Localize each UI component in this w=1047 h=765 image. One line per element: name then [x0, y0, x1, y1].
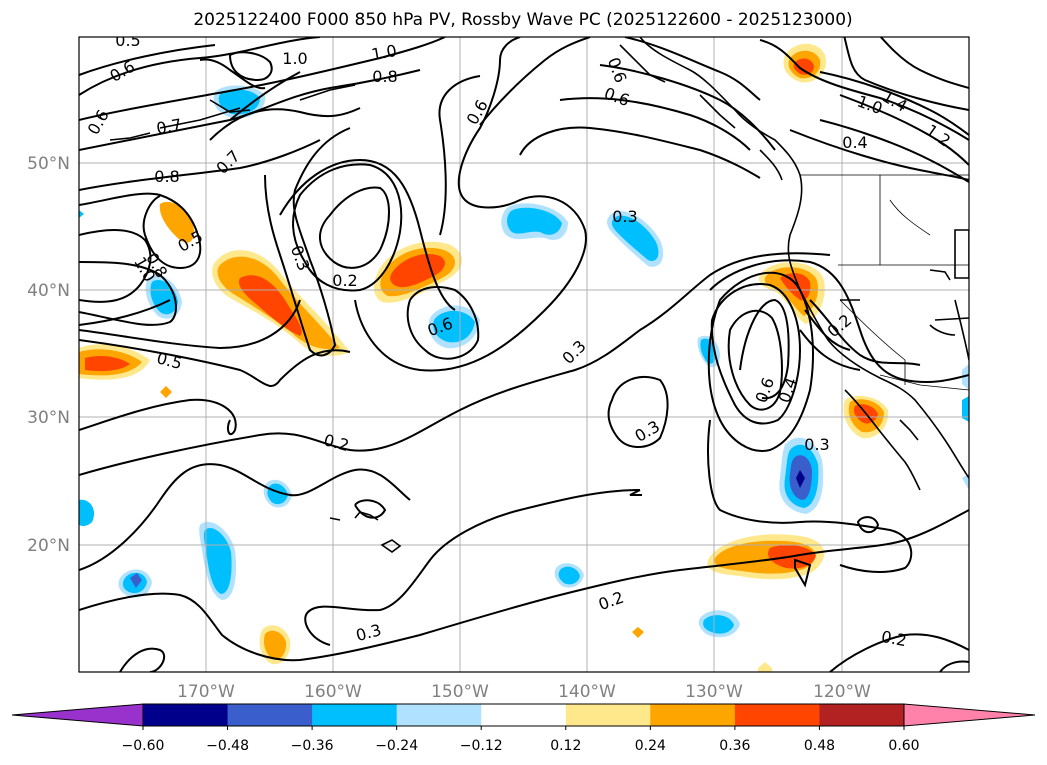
lon-tick: 130°W — [685, 682, 743, 702]
colorbar-segment — [819, 704, 905, 726]
lon-tick: 160°W — [304, 682, 362, 702]
contour-label: 0.3 — [804, 435, 829, 454]
contour-label: 1.0 — [370, 41, 398, 64]
lon-tick: 140°W — [558, 682, 616, 702]
negative-anomaly-135w — [607, 211, 664, 267]
longitude-labels: 170°W 160°W 150°W 140°W 130°W 120°W — [177, 682, 871, 702]
colorbar-tick-label: −0.24 — [375, 738, 418, 754]
colorbar-tick-label: 0.48 — [804, 738, 835, 754]
colorbar-tick-label: 0.24 — [635, 738, 666, 754]
lon-tick: 170°W — [177, 682, 235, 702]
colorbar-tick-label: 0.36 — [719, 738, 750, 754]
lat-tick: 40°N — [27, 281, 70, 301]
colorbar-segment — [565, 704, 651, 726]
contour-label: 0.4 — [842, 133, 867, 152]
pv-contour-lines — [79, 37, 969, 672]
latitude-labels: 50°N 40°N 30°N 20°N — [27, 154, 70, 556]
colorbar-tick-label: −0.12 — [460, 738, 503, 754]
lon-tick: 150°W — [431, 682, 489, 702]
map-panel: 0.5 0.6 1.0 1.0 0.8 0.6 0.7 0.8 0.7 0.6 … — [79, 31, 969, 672]
lon-tick: 120°W — [813, 682, 871, 702]
colorbar-segment — [481, 704, 567, 726]
contour-label: 0.7 — [155, 115, 183, 138]
contour-label: 0.2 — [332, 271, 357, 290]
colorbar-frame — [142, 703, 905, 727]
lat-tick: 20°N — [27, 536, 70, 556]
contour-label: 0.5 — [115, 31, 140, 50]
colorbar-segment — [227, 704, 313, 726]
contour-label: 0.3 — [612, 207, 637, 226]
positive-anomaly-180 — [79, 344, 150, 380]
negative-anomaly-misc — [79, 210, 969, 638]
pv-anomaly-fills — [79, 43, 969, 672]
colorbar-segment — [734, 704, 820, 726]
negative-anomaly-150w — [428, 305, 480, 349]
coastlines-borders — [109, 37, 969, 553]
negative-anomaly-145w — [501, 203, 568, 241]
colorbar-segment — [143, 704, 229, 726]
negative-anomaly-123w — [779, 437, 824, 514]
positive-anomaly-small-nw — [159, 201, 195, 243]
map-title: 2025122400 F000 850 hPa PV, Rossby Wave … — [193, 10, 852, 30]
colorbar-tick-label: −0.60 — [122, 738, 165, 754]
colorbar-tick-label: −0.36 — [291, 738, 334, 754]
contour-label: 0.2 — [880, 627, 908, 650]
lat-tick: 50°N — [27, 154, 70, 174]
map-frame — [78, 36, 970, 673]
colorbar-extend-low — [11, 703, 144, 727]
positive-anomaly-alaska-coast — [783, 43, 826, 83]
lat-tick: 30°N — [27, 408, 70, 428]
positive-anomaly-150w — [373, 241, 463, 303]
colorbar-extend-high — [903, 703, 1036, 727]
colorbar-tick-label: 0.60 — [888, 738, 919, 754]
colorbar-segment — [312, 704, 398, 726]
contour-label: 1.0 — [282, 49, 307, 68]
colorbar-segment — [650, 704, 736, 726]
contour-label: 0.8 — [154, 167, 179, 186]
colorbar: −0.60 −0.48 −0.36 −0.24 −0.12 0.12 0.24 0.36 0.4… — [11, 703, 1036, 754]
colorbar-segment — [396, 704, 482, 726]
colorbar-tick-label: 0.12 — [550, 738, 581, 754]
positive-anomaly-southwest — [259, 625, 291, 665]
colorbar-tick-label: −0.48 — [206, 738, 249, 754]
contour-label: 0.8 — [372, 67, 397, 86]
